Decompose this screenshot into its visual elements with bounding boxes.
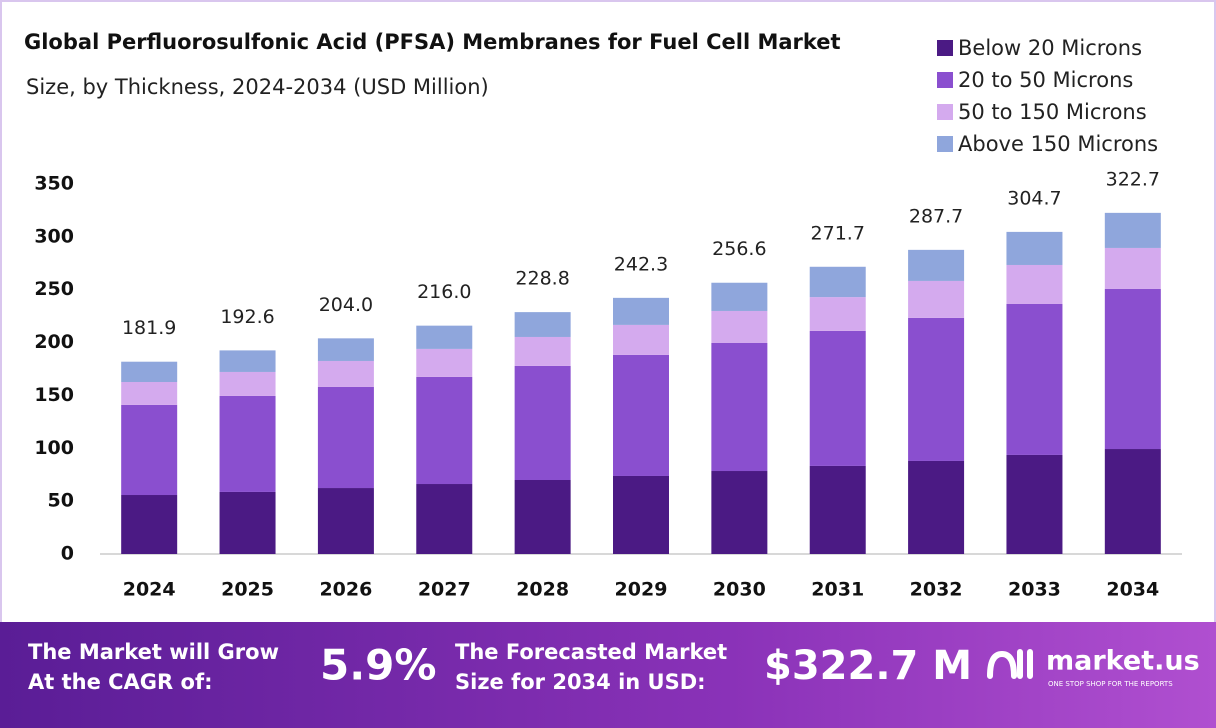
bar-segment	[121, 404, 178, 496]
total-label: 322.7	[1106, 168, 1160, 190]
x-tick-label: 2032	[910, 579, 963, 601]
legend-swatch	[937, 136, 953, 152]
y-tick-label: 50	[48, 490, 74, 512]
bar-segment	[809, 266, 866, 298]
total-label: 271.7	[811, 222, 865, 244]
bar-segment	[908, 249, 965, 281]
bar-segment	[711, 310, 768, 343]
bar-segment	[613, 354, 669, 476]
x-tick-label: 2027	[418, 579, 471, 601]
x-tick-label: 2024	[123, 579, 176, 601]
bar-segment	[908, 460, 965, 554]
footer-text: The Forecasted Market	[455, 640, 727, 664]
bar-segment	[219, 395, 276, 492]
bar-segment	[219, 371, 276, 396]
legend-swatch	[937, 104, 953, 120]
bar-segment	[1104, 449, 1161, 554]
total-label: 242.3	[614, 253, 668, 275]
bar-segment	[711, 342, 768, 472]
bar-segment	[1104, 247, 1161, 289]
bar-segment	[416, 348, 473, 377]
x-tick-label: 2030	[713, 579, 766, 601]
y-tick-label: 350	[34, 173, 74, 195]
bar-segment	[711, 471, 768, 554]
bar-segment	[416, 325, 473, 349]
brand-name: market.us	[1046, 646, 1200, 677]
bar-segment	[1006, 303, 1063, 455]
bar-segment	[317, 386, 374, 489]
chart-subtitle: Size, by Thickness, 2024-2034 (USD Milli…	[26, 75, 489, 99]
bar-segment	[514, 480, 571, 554]
bar-segment	[219, 350, 276, 372]
total-label: 216.0	[417, 281, 471, 303]
bar-segment	[514, 365, 571, 480]
bar-segment	[317, 488, 374, 554]
x-tick-label: 2026	[319, 579, 372, 601]
bar-segment	[121, 361, 178, 383]
bar-segment	[317, 338, 374, 361]
y-tick-label: 100	[34, 437, 74, 459]
x-tick-label: 2028	[516, 579, 569, 601]
legend-label: 20 to 50 Microns	[958, 68, 1133, 92]
total-label: 181.9	[122, 317, 176, 339]
bar-segment	[121, 495, 178, 554]
chart-title: Global Perfluorosulfonic Acid (PFSA) Mem…	[24, 30, 841, 54]
y-tick-label: 150	[34, 384, 74, 406]
bar-segment	[1104, 212, 1161, 248]
cagr-value: 5.9%	[320, 641, 436, 690]
footer-text: At the CAGR of:	[28, 670, 213, 694]
legend-swatch	[937, 40, 953, 56]
bar-segment	[514, 312, 571, 337]
footer-text: The Market will Grow	[28, 640, 279, 664]
bar-segment	[908, 317, 965, 461]
legend-label: Above 150 Microns	[958, 132, 1158, 156]
bar-segment	[613, 324, 669, 355]
legend-label: 50 to 150 Microns	[958, 100, 1147, 124]
y-tick-label: 200	[34, 331, 74, 353]
bar-segment	[416, 484, 473, 554]
total-label: 256.6	[712, 238, 766, 260]
x-tick-label: 2031	[811, 579, 864, 601]
y-tick-label: 300	[34, 225, 74, 247]
total-label: 287.7	[909, 205, 963, 227]
brand-tagline: ONE STOP SHOP FOR THE REPORTS	[1048, 680, 1173, 688]
bar-segment	[1006, 231, 1063, 265]
footer-text: Size for 2034 in USD:	[455, 670, 706, 694]
x-tick-label: 2029	[615, 579, 668, 601]
bar-segment	[809, 330, 866, 466]
legend-swatch	[937, 72, 953, 88]
bar-segment	[908, 280, 965, 318]
bar-segment	[416, 376, 473, 485]
forecast-value: $322.7 M	[764, 643, 972, 689]
bar-segment	[809, 297, 866, 331]
x-tick-label: 2025	[221, 579, 274, 601]
x-tick-label: 2033	[1008, 579, 1061, 601]
bar-segment	[711, 282, 768, 311]
bar-segment	[219, 491, 276, 554]
bar-segment	[809, 465, 866, 554]
brand-logo	[987, 649, 1033, 679]
legend-label: Below 20 Microns	[958, 36, 1142, 60]
bar-segment	[121, 382, 178, 405]
total-label: 228.8	[515, 268, 569, 290]
x-tick-label: 2034	[1106, 579, 1159, 601]
total-label: 304.7	[1007, 187, 1061, 209]
bar-segment	[1006, 454, 1063, 554]
bar-segment	[514, 336, 571, 366]
bar-segment	[1006, 264, 1063, 304]
y-tick-label: 0	[61, 543, 74, 565]
y-tick-label: 250	[34, 278, 74, 300]
bar-segment	[317, 360, 374, 387]
bar-segment	[613, 297, 669, 325]
bar-segment	[1104, 288, 1161, 450]
bar-segment	[613, 475, 669, 554]
total-label: 204.0	[319, 294, 373, 316]
total-label: 192.6	[220, 306, 274, 328]
